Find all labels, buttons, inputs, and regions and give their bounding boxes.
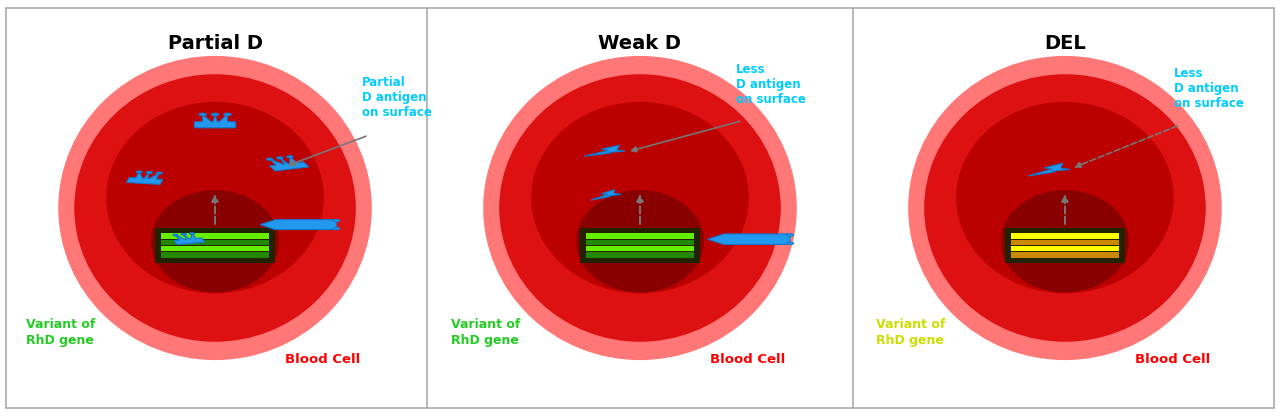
Text: Blood Cell: Blood Cell bbox=[285, 353, 361, 366]
Ellipse shape bbox=[74, 74, 356, 342]
Bar bbox=[1011, 233, 1119, 239]
Bar bbox=[586, 240, 694, 245]
Circle shape bbox=[276, 157, 283, 159]
Ellipse shape bbox=[576, 190, 704, 292]
Polygon shape bbox=[591, 190, 621, 200]
Polygon shape bbox=[260, 220, 337, 230]
Circle shape bbox=[224, 113, 232, 116]
Bar bbox=[580, 228, 700, 262]
Circle shape bbox=[333, 228, 340, 230]
Bar bbox=[586, 233, 694, 239]
Polygon shape bbox=[270, 157, 308, 171]
Bar bbox=[1011, 240, 1119, 245]
Ellipse shape bbox=[106, 102, 324, 293]
Bar bbox=[1011, 246, 1119, 251]
Bar bbox=[161, 233, 270, 239]
Bar bbox=[586, 252, 694, 258]
Circle shape bbox=[287, 156, 293, 158]
Circle shape bbox=[786, 242, 794, 245]
Text: Partial D: Partial D bbox=[168, 34, 262, 53]
Text: Variant of
RhD gene: Variant of RhD gene bbox=[451, 318, 520, 347]
Circle shape bbox=[198, 113, 206, 116]
Circle shape bbox=[786, 234, 794, 236]
Polygon shape bbox=[195, 114, 236, 128]
Circle shape bbox=[211, 113, 219, 116]
Ellipse shape bbox=[499, 74, 781, 342]
Text: Blood Cell: Blood Cell bbox=[1135, 353, 1211, 366]
Text: Less
D antigen
on surface: Less D antigen on surface bbox=[736, 63, 806, 106]
Circle shape bbox=[189, 233, 195, 235]
Text: Less
D antigen
on surface: Less D antigen on surface bbox=[1174, 67, 1244, 110]
Bar bbox=[161, 240, 270, 245]
Ellipse shape bbox=[924, 74, 1206, 342]
Text: Variant of
RhD gene: Variant of RhD gene bbox=[26, 318, 95, 347]
Bar bbox=[155, 228, 275, 262]
Polygon shape bbox=[584, 145, 625, 156]
Text: Variant of
RhD gene: Variant of RhD gene bbox=[876, 318, 945, 347]
Bar bbox=[1005, 228, 1125, 262]
Polygon shape bbox=[708, 234, 790, 245]
Circle shape bbox=[136, 171, 142, 173]
Bar bbox=[1011, 252, 1119, 258]
Bar bbox=[586, 246, 694, 251]
Circle shape bbox=[173, 234, 178, 236]
Circle shape bbox=[180, 233, 187, 235]
Bar bbox=[161, 252, 270, 258]
Text: Blood Cell: Blood Cell bbox=[710, 353, 786, 366]
Text: Weak D: Weak D bbox=[599, 34, 681, 53]
Ellipse shape bbox=[1001, 190, 1129, 292]
Circle shape bbox=[146, 171, 152, 173]
Text: Partial
D antigen
on surface: Partial D antigen on surface bbox=[362, 76, 433, 119]
Polygon shape bbox=[1028, 163, 1070, 176]
Ellipse shape bbox=[484, 56, 796, 360]
Ellipse shape bbox=[956, 102, 1174, 293]
Polygon shape bbox=[174, 233, 205, 245]
Circle shape bbox=[266, 158, 273, 160]
Circle shape bbox=[156, 172, 163, 174]
Ellipse shape bbox=[151, 190, 279, 292]
Ellipse shape bbox=[531, 102, 749, 293]
Bar bbox=[161, 246, 270, 251]
Ellipse shape bbox=[59, 56, 372, 360]
Text: DEL: DEL bbox=[1044, 34, 1085, 53]
Circle shape bbox=[333, 220, 340, 222]
Polygon shape bbox=[127, 172, 163, 184]
Ellipse shape bbox=[909, 56, 1221, 360]
